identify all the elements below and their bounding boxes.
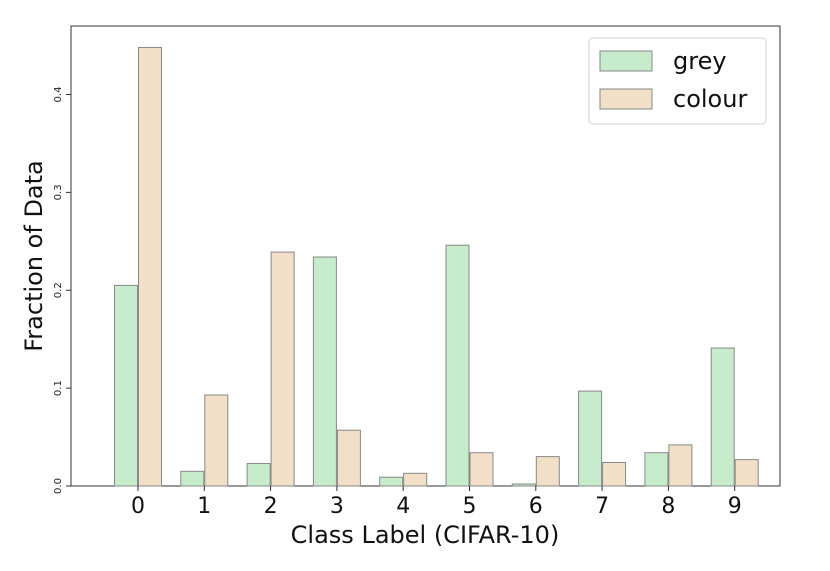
x-axis-label: Class Label (CIFAR-10) bbox=[291, 521, 560, 549]
y-tick-label: 0.0 bbox=[53, 478, 64, 494]
y-tick-label: 0.2 bbox=[53, 282, 64, 298]
y-tick-label: 0.3 bbox=[53, 184, 64, 200]
x-tick-label: 6 bbox=[529, 494, 543, 519]
bar-colour-4 bbox=[403, 472, 428, 487]
bar-colour-6 bbox=[535, 456, 560, 487]
legend-swatch-grey bbox=[599, 50, 653, 72]
legend-swatch-colour bbox=[599, 88, 653, 110]
bars bbox=[114, 47, 759, 487]
legend-label-colour: colour bbox=[673, 85, 747, 113]
y-axis-label: Fraction of Data bbox=[20, 160, 48, 352]
bar-colour-0 bbox=[138, 47, 162, 487]
bar-grey-8 bbox=[644, 452, 669, 487]
bar-grey-2 bbox=[246, 463, 271, 487]
bar-colour-7 bbox=[602, 462, 627, 487]
x-tick-label: 2 bbox=[264, 494, 278, 519]
bar-grey-5 bbox=[445, 244, 470, 487]
bar-colour-1 bbox=[204, 394, 229, 487]
bar-grey-0 bbox=[114, 284, 138, 487]
bar-grey-9 bbox=[710, 347, 735, 487]
x-tick-label: 8 bbox=[661, 494, 675, 519]
y-tick-label: 0.1 bbox=[53, 380, 64, 396]
y-tick-label: 0.4 bbox=[53, 87, 64, 103]
x-tick-label: 4 bbox=[396, 494, 410, 519]
legend-label-grey: grey bbox=[673, 47, 727, 75]
x-tick-label: 9 bbox=[728, 494, 742, 519]
legend: grey colour bbox=[588, 37, 767, 125]
bar-grey-1 bbox=[180, 470, 205, 487]
y-axis-ticks: 0.0 0.1 0.2 0.3 0.4 bbox=[53, 87, 71, 494]
x-tick-label: 5 bbox=[463, 494, 477, 519]
bar-grey-6 bbox=[511, 483, 536, 487]
bar-colour-9 bbox=[734, 459, 759, 487]
x-tick-label: 0 bbox=[131, 494, 145, 519]
x-axis-ticks: 0 1 2 3 4 5 6 7 8 9 bbox=[131, 486, 742, 519]
bar-colour-3 bbox=[336, 429, 361, 487]
bar-grey-7 bbox=[578, 390, 603, 487]
x-tick-label: 1 bbox=[197, 494, 211, 519]
bar-grey-4 bbox=[379, 476, 404, 487]
x-tick-label: 7 bbox=[595, 494, 609, 519]
bar-colour-5 bbox=[469, 452, 494, 487]
bar-grey-3 bbox=[312, 256, 337, 487]
bar-colour-2 bbox=[270, 251, 295, 487]
x-tick-label: 3 bbox=[330, 494, 344, 519]
bar-colour-8 bbox=[668, 444, 693, 487]
